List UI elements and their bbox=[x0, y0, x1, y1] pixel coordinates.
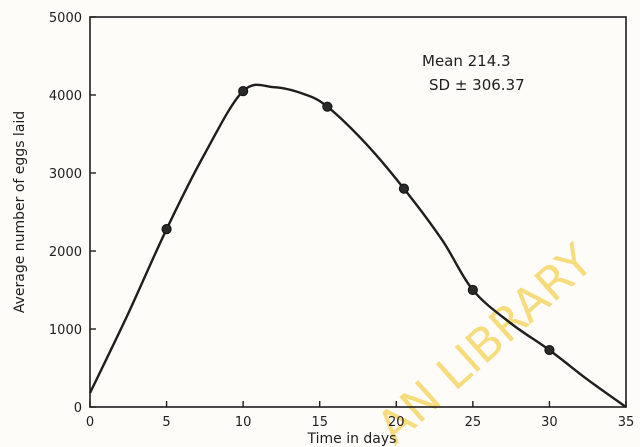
x-tick-label: 15 bbox=[311, 415, 328, 430]
axis-ticks bbox=[89, 16, 627, 408]
x-tick-label: 25 bbox=[465, 415, 482, 430]
data-point bbox=[161, 224, 172, 235]
data-point bbox=[544, 344, 555, 356]
x-tick-label: 35 bbox=[618, 415, 635, 430]
x-tick-label: 5 bbox=[162, 415, 170, 430]
x-tick-label: 0 bbox=[86, 415, 94, 430]
y-axis-title: Average number of eggs laid bbox=[12, 111, 28, 313]
mean-annotation: Mean 214.3 bbox=[422, 52, 511, 70]
y-tick-label: 3000 bbox=[49, 167, 82, 182]
x-tick-label: 10 bbox=[235, 415, 252, 430]
y-tick-label: 4000 bbox=[49, 89, 82, 104]
data-point bbox=[398, 183, 410, 194]
series-line bbox=[88, 83, 627, 408]
x-tick-label: 30 bbox=[541, 415, 558, 430]
sd-annotation: SD ± 306.37 bbox=[429, 76, 525, 94]
x-tick-label: 20 bbox=[388, 415, 405, 430]
y-tick-label: 2000 bbox=[49, 245, 82, 260]
plot-frame bbox=[89, 16, 627, 408]
x-axis-title: Time in days bbox=[307, 431, 397, 447]
data-point bbox=[467, 284, 478, 296]
y-tick-label: 0 bbox=[74, 401, 82, 416]
y-tick-label: 5000 bbox=[49, 11, 82, 26]
data-point bbox=[238, 86, 249, 97]
tick-labels: 0 5 10 15 20 25 30 35 0 1000 2000 3000 4000 5000 bbox=[49, 11, 634, 430]
data-points bbox=[161, 86, 555, 356]
data-point bbox=[322, 101, 333, 112]
y-tick-label: 1000 bbox=[49, 323, 82, 338]
